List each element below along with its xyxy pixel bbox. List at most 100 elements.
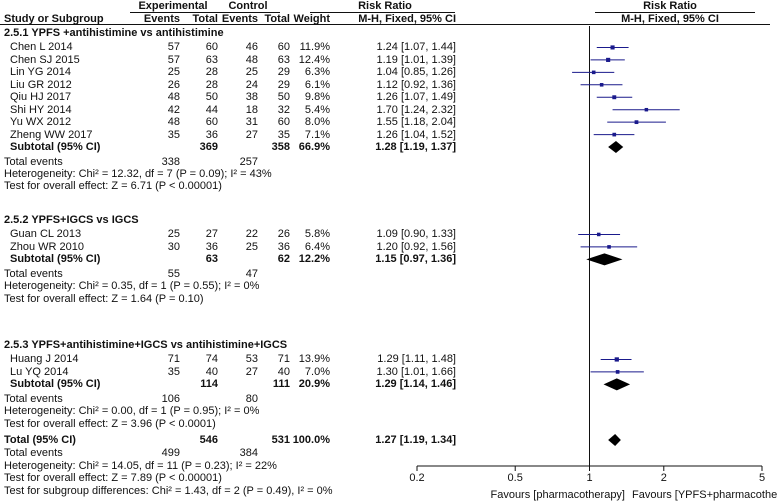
- study-e_tot: 28: [205, 66, 218, 79]
- study-c_ev: 27: [245, 128, 258, 141]
- study-name: Huang J 2014: [10, 353, 79, 366]
- experimental-underline: [130, 12, 220, 13]
- experimental-header: Experimental: [138, 0, 208, 12]
- study-c_ev: 24: [245, 78, 258, 91]
- x-tick-label: 1: [586, 472, 592, 484]
- study-c_tot: 35: [277, 128, 290, 141]
- study-c_ev: 22: [245, 228, 258, 241]
- study-ci: 1.26 [1.07, 1.49]: [376, 91, 456, 104]
- study-c_ev: 27: [245, 365, 258, 378]
- study-c_ev: 48: [245, 53, 258, 66]
- study-point-square: [606, 57, 611, 62]
- exp-events-header: Events: [143, 13, 180, 25]
- study-point-square: [612, 132, 617, 137]
- study-weight: 6.1%: [304, 78, 330, 91]
- subtotal-weight: 12.2%: [298, 253, 330, 266]
- overall-effect-text: Test for overall effect: Z = 3.96 (P < 0…: [4, 417, 216, 430]
- study-e_tot: 63: [205, 53, 218, 66]
- grand-heterogeneity-text: Heterogeneity: Chi² = 14.05, df = 11 (P …: [4, 459, 277, 472]
- study-c_ev: 18: [245, 103, 258, 116]
- study-c_tot: 32: [277, 103, 290, 116]
- study-c_ev: 46: [245, 41, 258, 54]
- study-name: Lin YG 2014: [10, 66, 71, 79]
- ctl-total-header: Total: [264, 13, 290, 25]
- grand-total-events-label: Total events: [4, 447, 63, 459]
- study-weight: 13.9%: [298, 353, 330, 366]
- study-c_tot: 60: [277, 41, 290, 54]
- study-point-square: [644, 107, 649, 112]
- subtotal-ctl-total: 62: [277, 253, 290, 266]
- study-e_ev: 25: [167, 228, 180, 241]
- study-e_ev: 48: [167, 91, 180, 104]
- study-c_tot: 40: [277, 365, 290, 378]
- study-e_tot: 28: [205, 78, 218, 91]
- subgroup-title: 2.5.2 YPFS+IGCS vs IGCS: [4, 214, 139, 226]
- study-e_tot: 44: [205, 103, 218, 116]
- total-exp-total: 546: [199, 434, 218, 446]
- control-underline: [220, 12, 280, 13]
- study-c_ev: 31: [245, 116, 258, 129]
- total-events-label: Total events: [4, 155, 63, 168]
- pooled-diamond: [608, 434, 621, 446]
- study-weight: 7.1%: [304, 128, 330, 141]
- study-c_tot: 50: [277, 91, 290, 104]
- subtotal-ctl-total: 111: [272, 378, 290, 391]
- study-e_tot: 36: [205, 128, 218, 141]
- study-weight: 7.0%: [304, 365, 330, 378]
- study-e_tot: 74: [205, 353, 218, 366]
- study-ci: 1.30 [1.01, 1.66]: [376, 365, 456, 378]
- overall-effect-text: Test for overall effect: Z = 6.71 (P < 0…: [4, 180, 222, 193]
- subtotal-ctl-total: 358: [271, 141, 290, 154]
- study-point-square: [614, 357, 619, 362]
- study-name: Chen L 2014: [10, 41, 73, 54]
- study-point-square: [634, 120, 639, 125]
- study-ci: 1.29 [1.11, 1.48]: [377, 353, 456, 366]
- total-events-ctl: 80: [245, 392, 258, 405]
- x-tick-label: 0.5: [508, 472, 523, 484]
- subtotal-weight: 66.9%: [298, 141, 330, 154]
- subtotal-label: Subtotal (95% CI): [10, 141, 101, 154]
- study-name: Qiu HJ 2017: [10, 91, 72, 104]
- subtotal-label: Subtotal (95% CI): [10, 253, 101, 266]
- study-c_tot: 63: [277, 53, 290, 66]
- study-e_ev: 48: [167, 116, 180, 129]
- method-header-right: M-H, Fixed, 95% CI: [621, 13, 719, 25]
- subgroup-title: 2.5.1 YPFS +antihistimine vs antihistimi…: [4, 27, 224, 39]
- study-column-header: Study or Subgroup: [4, 13, 104, 25]
- study-e_ev: 57: [167, 53, 180, 66]
- total-events-exp: 106: [161, 392, 180, 405]
- grand-total-events-ctl: 384: [239, 447, 258, 459]
- study-c_tot: 60: [277, 116, 290, 129]
- risk-ratio-header-right: Risk Ratio: [643, 0, 697, 12]
- pooled-diamond: [608, 141, 624, 154]
- study-weight: 5.8%: [304, 228, 330, 241]
- study-point-square: [596, 232, 601, 237]
- study-weight: 5.4%: [304, 103, 330, 116]
- study-weight: 6.4%: [304, 240, 330, 253]
- study-ci: 1.26 [1.04, 1.52]: [376, 128, 456, 141]
- grand-total-events-exp: 499: [161, 447, 180, 459]
- study-c_ev: 38: [245, 91, 258, 104]
- study-ci: 1.55 [1.18, 2.04]: [376, 116, 456, 129]
- total-events-ctl: 257: [239, 155, 258, 168]
- risk-ratio-right-underline: [595, 12, 755, 13]
- subtotal-ci: 1.28 [1.19, 1.37]: [375, 141, 456, 154]
- subtotal-exp-total: 63: [205, 253, 218, 266]
- study-e_ev: 25: [167, 66, 180, 79]
- method-header: M-H, Fixed, 95% CI: [358, 13, 456, 25]
- risk-ratio-underline: [310, 12, 455, 13]
- study-weight: 6.3%: [304, 66, 330, 79]
- study-name: Yu WX 2012: [10, 116, 72, 129]
- x-tick-label: 0.2: [409, 472, 424, 484]
- risk-ratio-header: Risk Ratio: [358, 0, 412, 12]
- subgroup-title: 2.5.3 YPFS+antihistimine+IGCS vs antihis…: [4, 339, 288, 351]
- heterogeneity-text: Heterogeneity: Chi² = 0.00, df = 1 (P = …: [4, 405, 260, 418]
- weight-header: Weight: [293, 13, 330, 25]
- study-e_tot: 60: [205, 41, 218, 54]
- study-e_tot: 27: [205, 228, 218, 241]
- study-e_ev: 57: [167, 41, 180, 54]
- subtotal-exp-total: 114: [200, 378, 218, 391]
- study-name: Zhou WR 2010: [10, 240, 84, 253]
- ctl-events-header: Events: [221, 13, 258, 25]
